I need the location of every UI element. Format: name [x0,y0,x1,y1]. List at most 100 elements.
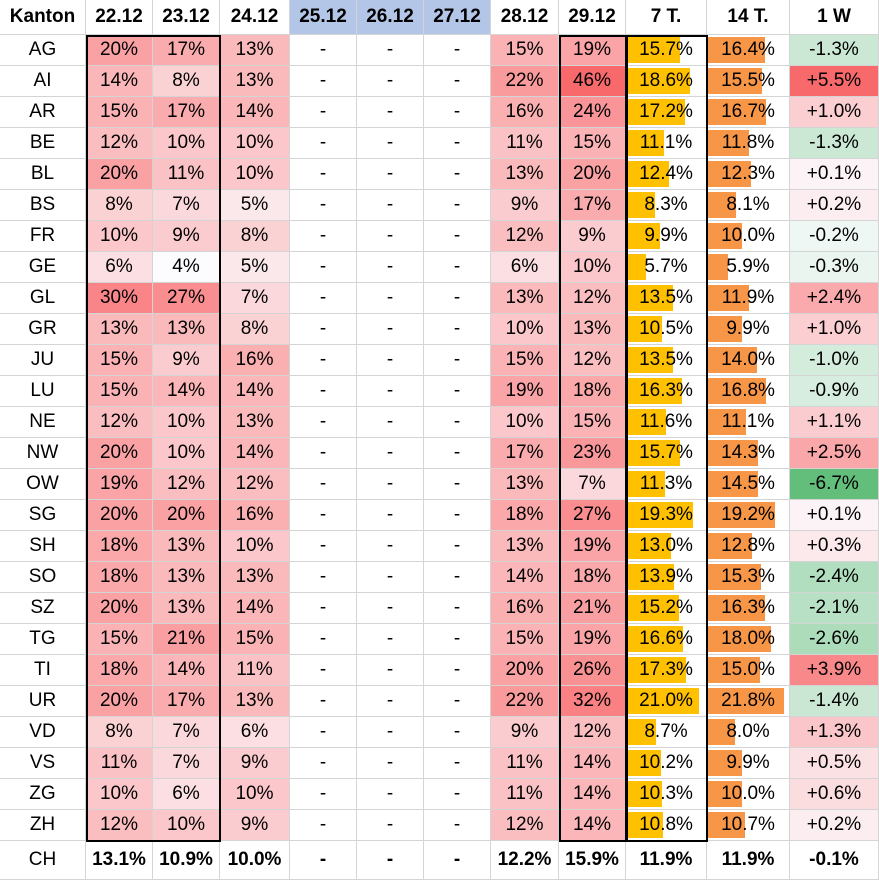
day-cell: - [357,748,424,779]
day-cell: - [424,128,491,159]
day-cell: 11% [86,748,153,779]
header-day-text: 26.12 [366,6,414,27]
day-cell: 12% [559,345,626,376]
avg7-cell-text: 10.2% [639,752,693,773]
day-cell-text: 13% [572,318,612,339]
day-cell-text: - [319,101,327,122]
kanton-label-text: VS [29,752,56,773]
day-cell-text: 8% [105,194,133,215]
day-cell-text: 20% [99,504,139,525]
day-cell: - [424,748,491,779]
avg14-cell: 16.4% [707,35,790,66]
day-cell-text: 15% [99,628,139,649]
day-cell-text: 15% [505,349,544,370]
day-cell-text: 18% [572,566,612,587]
day-cell: - [424,345,491,376]
avg7-cell: 17.2% [626,97,707,128]
w1-cell: +5.5% [790,66,879,97]
kanton-label-text: FR [29,225,56,246]
total-avg14-text: 11.9% [721,849,775,870]
day-cell-text: 22% [505,70,544,91]
day-cell-text: - [319,380,327,401]
day-cell: - [290,66,357,97]
data-bar [707,285,749,311]
day-cell: 23% [559,438,626,469]
day-cell: - [357,314,424,345]
header-day: 25.12 [290,0,357,35]
day-cell: - [424,283,491,314]
day-cell: - [290,748,357,779]
day-cell-text: - [453,504,461,525]
day-cell-text: 17% [166,101,206,122]
data-bar [626,409,666,435]
w1-cell-text: +3.9% [806,659,862,680]
day-cell: - [290,686,357,717]
day-cell: - [290,252,357,283]
data-bar [626,254,646,280]
day-cell-text: 27% [166,287,206,308]
avg7-cell: 19.3% [626,500,707,531]
header-day: 29.12 [559,0,626,35]
day-cell: - [357,624,424,655]
day-cell: - [357,407,424,438]
day-cell-text: - [386,566,394,587]
avg7-cell: 10.2% [626,748,707,779]
day-cell-text: 15% [572,411,612,432]
kanton-label-text: SH [29,535,56,556]
avg7-cell-text: 17.2% [639,101,693,122]
header-day-text: 27.12 [433,6,481,27]
total-day-cell-text: - [386,849,394,870]
day-cell: 14% [491,562,559,593]
avg14-cell-text: 14.3% [721,442,775,463]
day-cell-text: 17% [166,690,206,711]
day-cell: 10% [153,407,220,438]
day-cell: 15% [86,97,153,128]
header-day-text: 25.12 [299,6,347,27]
w1-cell-text: +5.5% [806,70,862,91]
avg7-cell-text: 13.5% [639,287,693,308]
avg7-cell-text: 10.3% [639,783,693,804]
day-cell-text: 13% [166,318,206,339]
w1-cell: -2.6% [790,624,879,655]
day-cell-text: - [453,473,461,494]
day-cell: 20% [86,35,153,66]
kanton-label-text: BS [29,194,56,215]
avg14-cell-text: 15.5% [721,70,775,91]
day-cell: 15% [559,407,626,438]
total-avg7-text: 11.9% [639,849,693,870]
day-cell: 14% [559,779,626,810]
day-cell-text: 11% [167,163,205,184]
avg7-cell-text: 11.6% [639,411,693,432]
day-cell-text: - [386,349,394,370]
data-bar [707,192,736,218]
day-cell-text: - [386,628,394,649]
w1-cell-text: -1.3% [809,132,859,153]
data-bar [707,378,766,404]
avg7-cell-text: 10.8% [639,814,693,835]
avg14-cell: 14.5% [707,469,790,500]
data-bar [626,440,680,466]
header-w1: 1 W [790,0,879,35]
avg14-cell-text: 8.0% [726,721,770,742]
day-cell-text: - [319,349,327,370]
day-cell: 12% [86,128,153,159]
data-bar [707,254,728,280]
day-cell: - [290,717,357,748]
day-cell: 13% [153,562,220,593]
day-cell-text: 14% [572,814,612,835]
avg14-cell-text: 9.9% [726,318,770,339]
day-cell-text: 13% [235,39,274,60]
day-cell-text: 12% [99,132,139,153]
day-cell-text: 14% [572,752,612,773]
day-cell-text: 9% [510,194,539,215]
day-cell-text: - [319,256,327,277]
day-cell-text: 12% [166,473,206,494]
data-bar [707,657,760,683]
day-cell-text: 30% [99,287,139,308]
w1-cell-text: +2.5% [806,442,862,463]
day-cell: 21% [153,624,220,655]
day-cell: 7% [153,190,220,221]
day-cell: 6% [220,717,290,748]
day-cell-text: - [386,721,394,742]
day-cell: 7% [153,717,220,748]
